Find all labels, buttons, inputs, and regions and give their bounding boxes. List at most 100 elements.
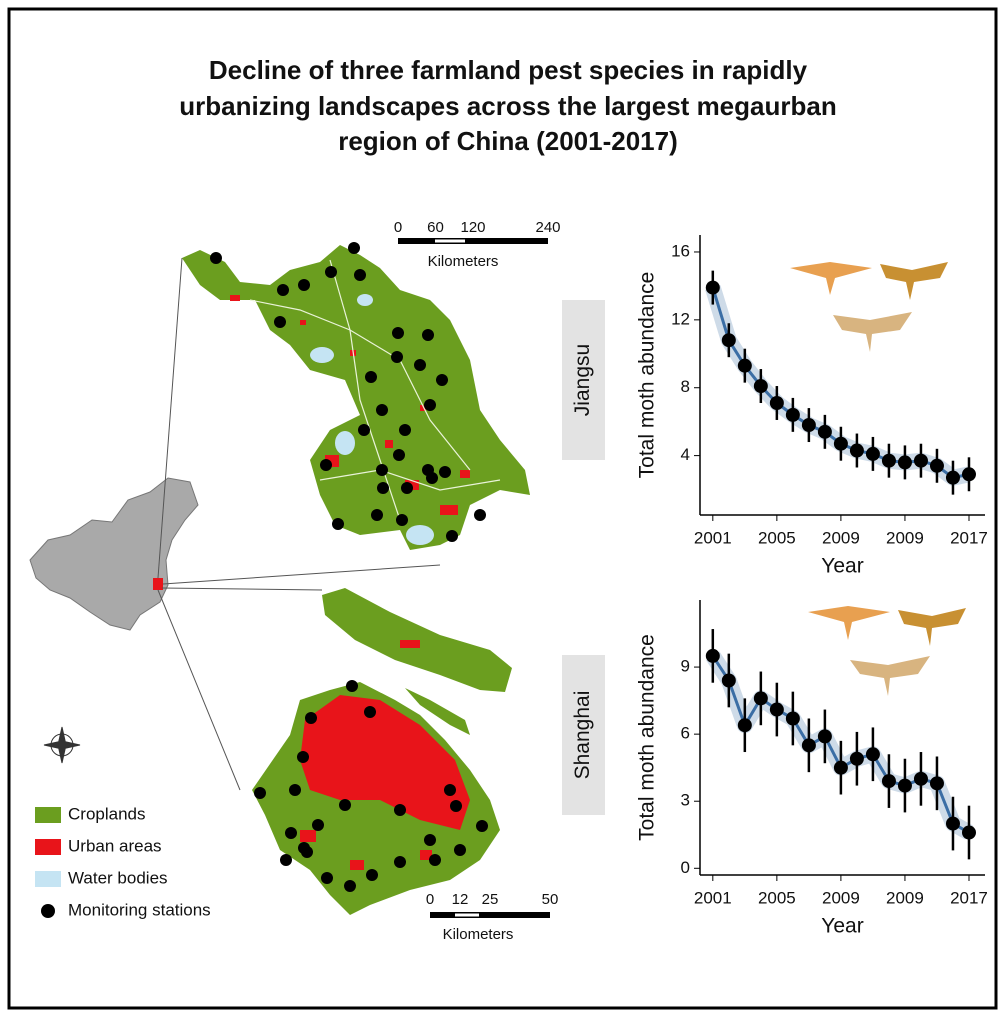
data-point xyxy=(722,333,736,347)
legend-label: Monitoring stations xyxy=(68,900,211,919)
data-point xyxy=(818,729,832,743)
scale-bar xyxy=(398,238,548,244)
data-point xyxy=(930,459,944,473)
monitoring-station xyxy=(332,518,344,530)
monitoring-station xyxy=(394,804,406,816)
data-point xyxy=(770,703,784,717)
x-tick-label: 2005 xyxy=(758,528,796,547)
x-axis-label: Year xyxy=(821,555,863,578)
monitoring-station xyxy=(305,712,317,724)
scale-unit: Kilometers xyxy=(428,253,499,270)
monitoring-station xyxy=(393,449,405,461)
monitoring-station xyxy=(424,834,436,846)
monitoring-station xyxy=(444,784,456,796)
data-point xyxy=(930,776,944,790)
monitoring-station xyxy=(364,706,376,718)
monitoring-station xyxy=(394,856,406,868)
y-tick-label: 12 xyxy=(671,309,690,328)
monitoring-station xyxy=(436,374,448,386)
monitoring-station xyxy=(325,266,337,278)
monitoring-station xyxy=(371,509,383,521)
legend-marker xyxy=(41,904,55,918)
region-highlight xyxy=(153,578,163,590)
scale-label: 0 xyxy=(426,891,434,908)
monitoring-station xyxy=(392,327,404,339)
monitoring-station xyxy=(285,827,297,839)
y-axis-label: Total moth abundance xyxy=(636,272,659,479)
monitoring-station xyxy=(426,472,438,484)
compass xyxy=(44,727,80,763)
monitoring-station xyxy=(346,680,358,692)
monitoring-station xyxy=(391,351,403,363)
legend-swatch xyxy=(35,839,61,855)
monitoring-station xyxy=(366,869,378,881)
monitoring-station xyxy=(401,482,413,494)
monitoring-station xyxy=(254,787,266,799)
data-point xyxy=(866,447,880,461)
monitoring-station xyxy=(439,466,451,478)
x-tick-label: 2001 xyxy=(694,528,732,547)
scale-label: 12 xyxy=(452,891,469,908)
x-tick-label: 2017 xyxy=(950,528,988,547)
monitoring-station xyxy=(301,846,313,858)
data-point xyxy=(754,691,768,705)
data-point xyxy=(946,817,960,831)
monitoring-station xyxy=(450,800,462,812)
scale-unit: Kilometers xyxy=(443,926,514,943)
monitoring-station xyxy=(422,329,434,341)
monitoring-station xyxy=(474,509,486,521)
monitoring-station xyxy=(297,751,309,763)
monitoring-station xyxy=(344,880,356,892)
data-point xyxy=(818,425,832,439)
legend-label: Water bodies xyxy=(68,868,168,887)
data-point xyxy=(850,752,864,766)
data-point xyxy=(962,826,976,840)
monitoring-station xyxy=(358,424,370,436)
monitoring-station xyxy=(365,371,377,383)
x-tick-label: 2009 xyxy=(886,528,924,547)
data-point xyxy=(802,738,816,752)
data-point xyxy=(898,455,912,469)
y-tick-label: 3 xyxy=(681,791,690,810)
monitoring-station xyxy=(376,464,388,476)
x-tick-label: 2001 xyxy=(694,888,732,907)
data-point xyxy=(866,747,880,761)
y-tick-label: 0 xyxy=(681,858,690,877)
scale-label: 60 xyxy=(427,219,444,236)
data-point xyxy=(738,359,752,373)
data-point xyxy=(898,779,912,793)
title-line: region of China (2001-2017) xyxy=(338,126,678,156)
data-point xyxy=(738,718,752,732)
monitoring-station xyxy=(277,284,289,296)
monitoring-station xyxy=(424,399,436,411)
jiangsu-map xyxy=(182,245,530,550)
data-point xyxy=(850,444,864,458)
region-label: Jiangsu xyxy=(571,344,594,416)
monitoring-station xyxy=(312,819,324,831)
data-point xyxy=(882,454,896,468)
legend-label: Croplands xyxy=(68,804,146,823)
y-tick-label: 4 xyxy=(681,445,690,464)
y-tick-label: 9 xyxy=(681,657,690,676)
moth-images xyxy=(790,262,966,696)
x-axis-label: Year xyxy=(821,915,863,938)
data-point xyxy=(834,761,848,775)
monitoring-station xyxy=(377,482,389,494)
y-tick-label: 6 xyxy=(681,724,690,743)
data-point xyxy=(706,281,720,295)
scale-label: 25 xyxy=(482,891,499,908)
data-point xyxy=(706,649,720,663)
legend-swatch xyxy=(35,871,61,887)
monitoring-station xyxy=(376,404,388,416)
legend-label: Urban areas xyxy=(68,836,162,855)
scale-label: 50 xyxy=(542,891,559,908)
monitoring-station xyxy=(429,854,441,866)
data-point xyxy=(914,454,928,468)
monitoring-station xyxy=(298,279,310,291)
data-point xyxy=(754,379,768,393)
data-point xyxy=(786,711,800,725)
scale-label: 240 xyxy=(535,219,560,236)
monitoring-station xyxy=(354,269,366,281)
scale-label: 0 xyxy=(394,219,402,236)
region-label: Shanghai xyxy=(571,691,594,780)
